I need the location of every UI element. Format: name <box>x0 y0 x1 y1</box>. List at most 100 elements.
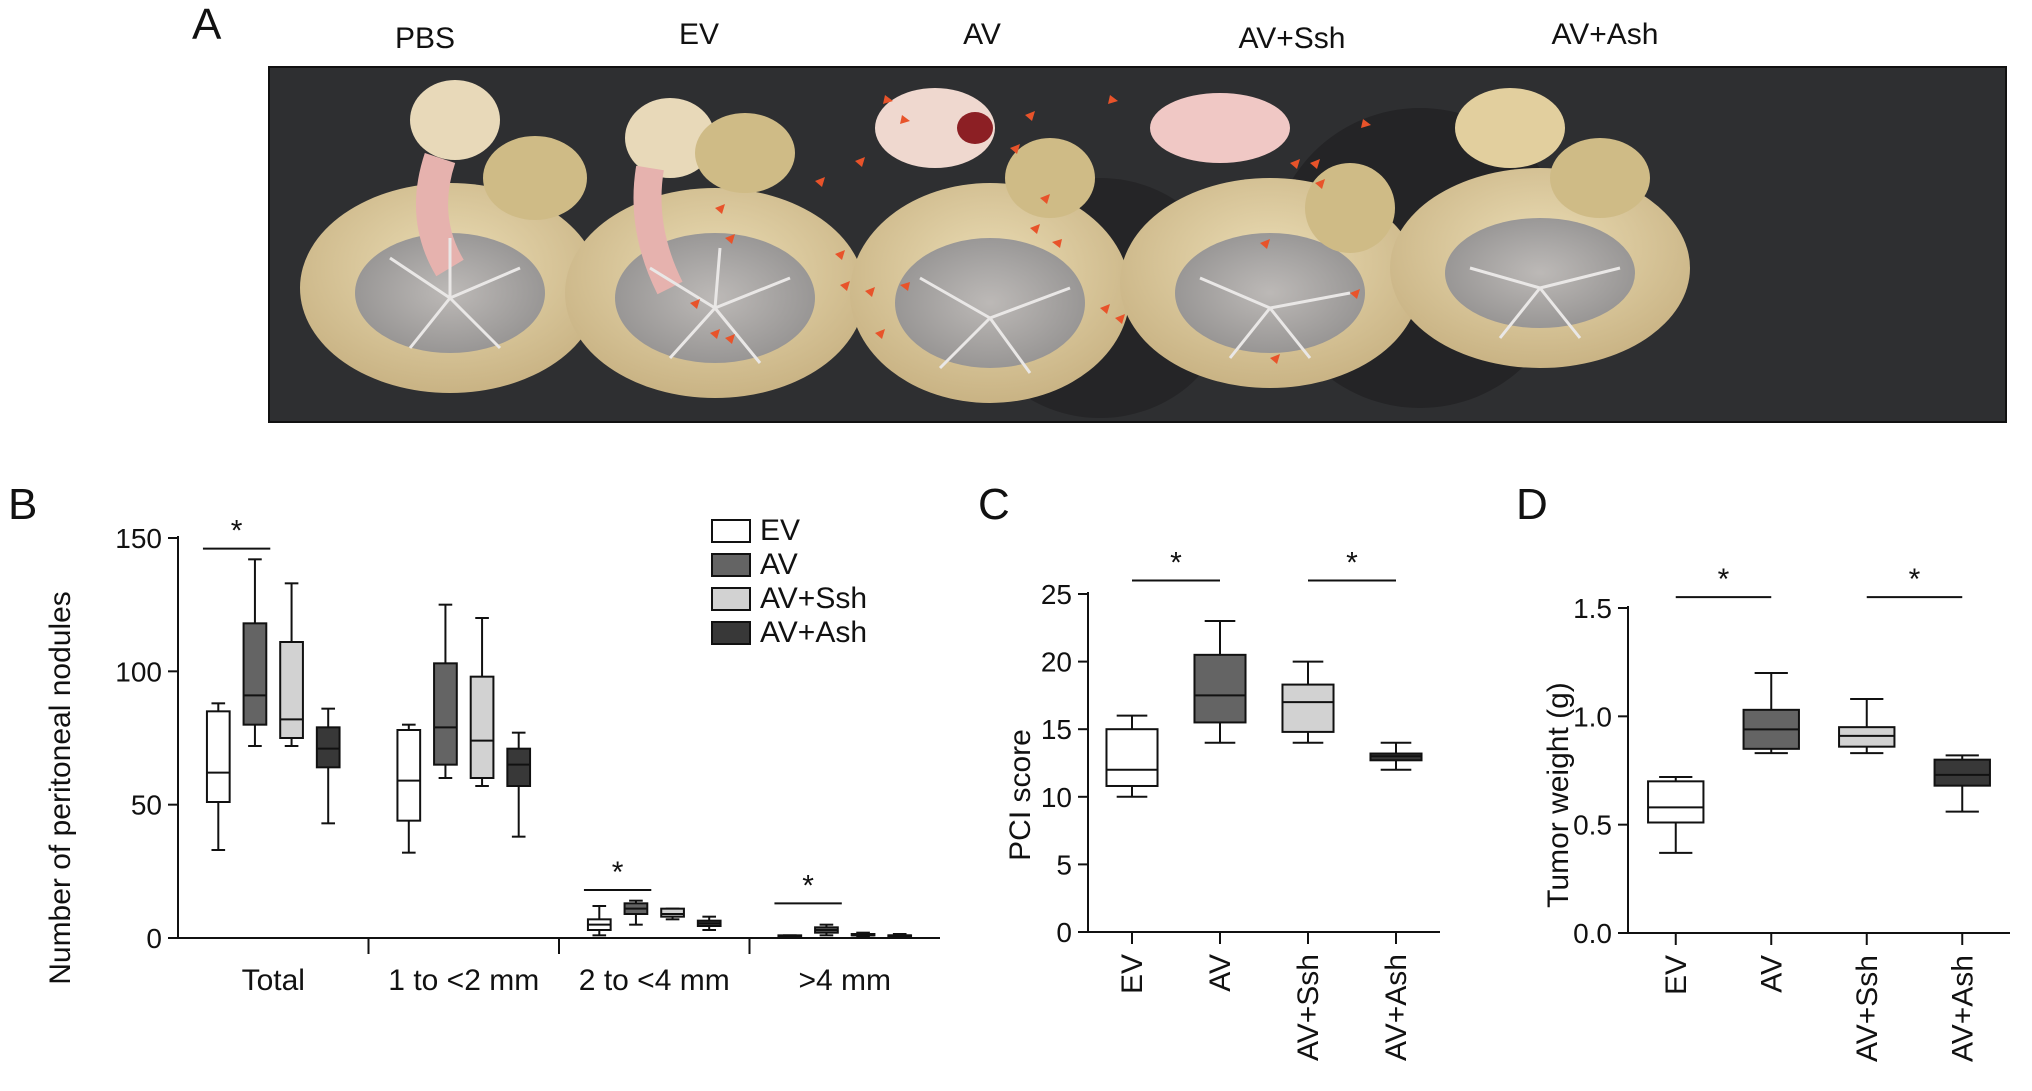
chart-b-legend-label-2: AV+Ssh <box>760 582 867 615</box>
chart-b-box-0-3 <box>777 934 803 940</box>
chart-b-box-2-0-iqr <box>279 641 304 739</box>
group-label-av-ash: AV+Ash <box>1551 18 1659 51</box>
chart-b-category-label-0: Total <box>242 964 305 997</box>
chart-b-box-0-0-iqr <box>205 710 231 803</box>
chart-d-ytick-label-2: 1.0 <box>1573 701 1612 732</box>
chart-d-ytick-label-1: 0.5 <box>1573 810 1612 841</box>
chart-d-box-1 <box>1742 672 1800 755</box>
chart-b-category-label-3: >4 mm <box>798 964 891 997</box>
nodule-arrowheads <box>690 95 1371 364</box>
chart-d-box-3-iqr <box>1933 758 1991 787</box>
chart-d-box-2-iqr <box>1838 726 1896 748</box>
chart-b-box-2-2-iqr <box>660 907 685 918</box>
chart-d-sig-0-star: * <box>1718 563 1730 596</box>
chart-c-box-3 <box>1369 741 1423 771</box>
chart-b-ytick-label-0: 0 <box>146 923 162 954</box>
chart-b-box-1-1-iqr <box>433 662 458 766</box>
chart-d-category-label-1: AV <box>1755 955 1788 993</box>
specimen-av <box>850 88 1130 403</box>
chart-b-sig-1-star: * <box>612 856 624 889</box>
chart-c-box-2 <box>1281 660 1335 744</box>
chart-b-box-0-0 <box>205 702 231 851</box>
chart-d-ytick-label-3: 1.5 <box>1573 593 1612 624</box>
chart-b-box-0-1-iqr <box>396 729 422 822</box>
group-label-pbs: PBS <box>394 22 456 55</box>
chart-b-ylabel: Number of peritoneal nodules <box>44 591 77 985</box>
chart-b-ytick-label-3: 150 <box>115 523 162 554</box>
chart-d-category-label-0: EV <box>1660 955 1693 995</box>
chart-b-categories: Total 1 to <2 mm 2 to <4 mm >4 mm <box>242 938 891 997</box>
chart-d-category-label-2: AV+Ssh <box>1851 955 1884 1062</box>
chart-b-box-3-2 <box>696 915 722 931</box>
chart-c-sig-1-star: * <box>1346 546 1358 579</box>
chart-b-box-0-2 <box>586 905 612 937</box>
chart-c-boxes <box>1105 620 1423 798</box>
chart-b-box-3-1-iqr <box>506 747 532 787</box>
group-label-av-ssh: AV+Ssh <box>1238 22 1346 55</box>
specimen-av-ssh <box>1120 93 1420 388</box>
chart-b-box-2-2 <box>660 907 685 921</box>
chart-c-category-label-1: AV <box>1204 954 1237 992</box>
chart-b-box-2-0 <box>279 582 304 747</box>
chart-c-ytick-label-1: 5 <box>1056 849 1072 880</box>
chart-b-box-1-0 <box>242 558 268 747</box>
chart-d-box-3 <box>1933 754 1991 813</box>
chart-b-significance: * * * <box>202 515 842 905</box>
group-label-av: AV <box>963 18 1001 51</box>
chart-d-categories: EV AV AV+Ssh AV+Ash <box>1660 933 1979 1062</box>
panel-c-letter: C <box>978 480 1010 529</box>
specimen-av-ash <box>1390 88 1690 368</box>
chart-c-box-0 <box>1105 714 1159 798</box>
chart-d-sig-1-star: * <box>1909 563 1921 596</box>
chart-c-ytick-label-3: 15 <box>1041 714 1072 745</box>
specimen-pbs <box>300 80 600 393</box>
chart-b-legend-label-0: EV <box>760 514 800 547</box>
chart-d-ticks: 0.0 0.5 1.0 1.5 <box>1573 593 1628 949</box>
chart-d-box-0 <box>1647 776 1705 854</box>
chart-b-box-2-1 <box>469 617 495 787</box>
chart-c-box-0-iqr <box>1105 728 1159 787</box>
chart-b-boxes <box>205 558 913 940</box>
chart-c-ytick-label-2: 10 <box>1041 782 1072 813</box>
chart-d-significance: * * <box>1675 563 1963 599</box>
chart-c-box-1 <box>1193 620 1247 744</box>
chart-d-axes <box>1627 606 2010 934</box>
chart-b-ytick-label-2: 100 <box>115 656 162 687</box>
chart-b-legend-swatch-3 <box>711 621 751 645</box>
chart-c-category-label-3: AV+Ash <box>1380 954 1413 1061</box>
chart-c-ticks: 0 5 10 15 20 25 <box>1041 579 1088 948</box>
specimen-ev <box>565 98 865 398</box>
chart-c-ytick-label-5: 25 <box>1041 579 1072 610</box>
chart-d-ytick-label-0: 0.0 <box>1573 918 1612 949</box>
chart-b-legend-swatch-2 <box>711 587 751 611</box>
chart-b-box-2-3 <box>850 931 876 938</box>
chart-c-sig-0-star: * <box>1170 546 1182 579</box>
chart-b-box-1-2 <box>623 899 649 926</box>
chart-c-ytick-label-4: 20 <box>1041 647 1072 678</box>
intestine-photo-art <box>300 80 1690 418</box>
chart-c-ytick-label-0: 0 <box>1056 917 1072 948</box>
chart-c-box-1-iqr <box>1193 653 1247 724</box>
chart-d-box-2 <box>1838 698 1896 755</box>
chart-b-sig-2-star: * <box>802 869 814 902</box>
chart-d-box-0-iqr <box>1647 780 1705 824</box>
chart-b-legend-label-3: AV+Ash <box>760 616 867 649</box>
chart-d: Tumor weight (g) 0.0 0.5 1.0 1.5 EV AV AV+Ssh… <box>1542 563 2010 1062</box>
chart-b-legend-swatch-0 <box>711 519 751 543</box>
chart-c-axes <box>1087 592 1440 933</box>
chart-b-box-3-3 <box>887 933 913 939</box>
chart-b-box-3-1 <box>506 731 532 838</box>
chart-b-box-3-0 <box>315 707 341 825</box>
chart-b-box-1-0-iqr <box>242 622 268 726</box>
chart-b-category-label-1: 1 to <2 mm <box>388 964 539 997</box>
chart-c-category-label-0: EV <box>1116 954 1149 994</box>
chart-d-ylabel: Tumor weight (g) <box>1542 682 1575 908</box>
chart-b-category-label-2: 2 to <4 mm <box>579 964 730 997</box>
panel-b-letter: B <box>8 480 38 529</box>
chart-b-box-3-0-iqr <box>315 726 341 769</box>
chart-c-ylabel: PCI score <box>1004 729 1037 861</box>
chart-c-significance: * * <box>1132 546 1396 582</box>
intestine-photo <box>268 66 2007 423</box>
